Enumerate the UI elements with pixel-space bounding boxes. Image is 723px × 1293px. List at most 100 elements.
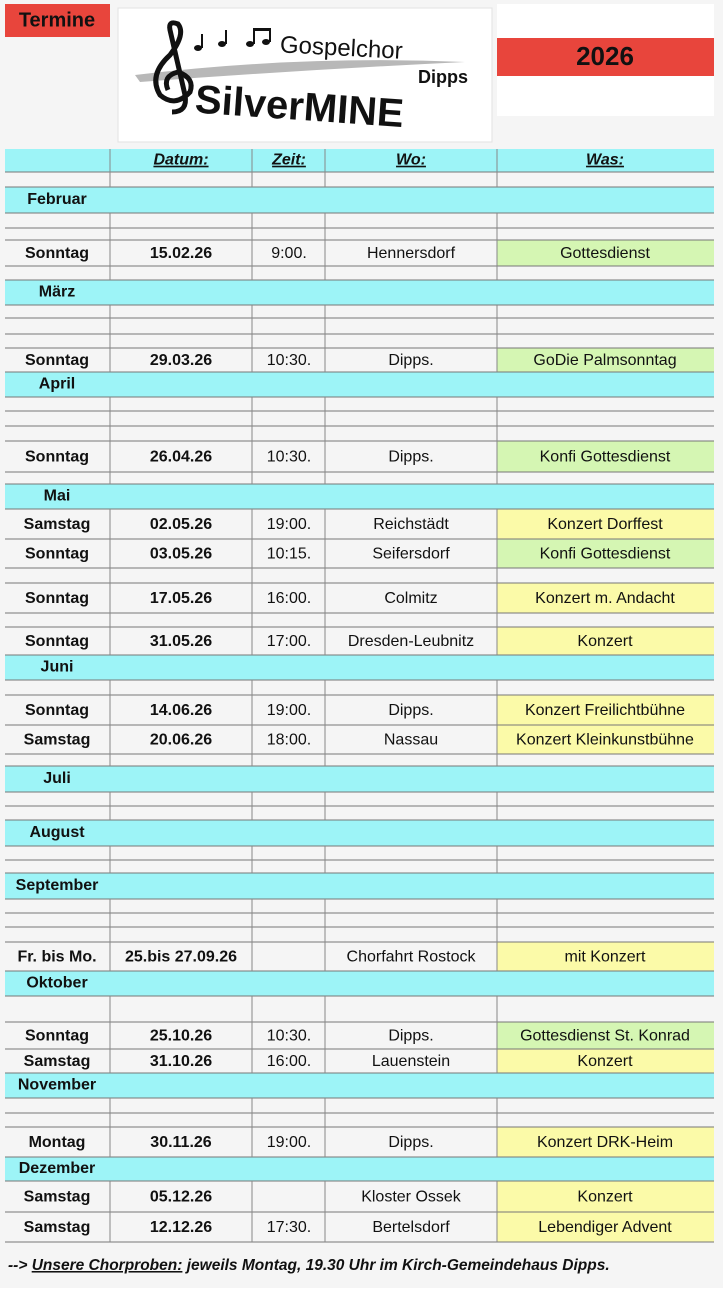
event-date: 31.10.26: [150, 1053, 212, 1070]
event-what: Gottesdienst: [560, 245, 650, 262]
event-time: 17:30.: [267, 1219, 311, 1236]
month-row: [5, 820, 714, 846]
event-place: Kloster Ossek: [361, 1189, 462, 1206]
month-row: [5, 372, 714, 397]
event-place: Seifersdorf: [372, 546, 450, 563]
event-day: Samstag: [24, 1189, 91, 1206]
event-what: Konzert DRK-Heim: [537, 1134, 673, 1151]
month: November: [18, 1077, 96, 1094]
event-day: Sonntag: [25, 590, 89, 607]
what-cell: [497, 539, 714, 568]
column-header: Zeit:: [271, 152, 306, 169]
event-place: Lauenstein: [372, 1053, 450, 1070]
header-row: [5, 149, 714, 172]
event-time: 19:00.: [267, 516, 311, 533]
event-date: 20.06.26: [150, 732, 212, 749]
event-what: Konzert: [577, 633, 633, 650]
event-date: 25.10.26: [150, 1028, 212, 1045]
column-header: Datum:: [153, 152, 208, 169]
month: Februar: [27, 191, 87, 208]
event-day: Montag: [29, 1134, 86, 1151]
event-place: Colmitz: [384, 590, 437, 607]
event-time: 17:00.: [267, 633, 311, 650]
what-cell: [497, 441, 714, 472]
label-box: [5, 4, 110, 37]
event-date: 12.12.26: [150, 1219, 212, 1236]
event-day: Samstag: [24, 1053, 91, 1070]
what-cell: [497, 1181, 714, 1212]
what-cell: [497, 1212, 714, 1242]
event-place: Dipps.: [388, 1028, 433, 1045]
event-day: Sonntag: [25, 352, 89, 369]
what-cell: [497, 627, 714, 655]
year-box: [497, 38, 714, 76]
event-what: Gottesdienst St. Konrad: [520, 1028, 690, 1045]
month-row: [5, 280, 714, 305]
label: Termine: [19, 9, 95, 31]
event-what: GoDie Palmsonntag: [533, 352, 676, 369]
footer: --> Unsere Chorproben: jeweils Montag, 1…: [8, 1257, 610, 1274]
event-what: Lebendiger Advent: [538, 1219, 672, 1236]
month: August: [29, 824, 85, 841]
event-day: Sonntag: [25, 449, 89, 466]
month-row: [5, 484, 714, 509]
event-day: Samstag: [24, 732, 91, 749]
event-what: Konzert: [577, 1053, 633, 1070]
event-day: Sonntag: [25, 1028, 89, 1045]
event-place: Chorfahrt Rostock: [347, 949, 477, 966]
event-day: Sonntag: [25, 633, 89, 650]
event-date: 31.05.26: [150, 633, 212, 650]
event-time: 16:00.: [267, 1053, 311, 1070]
month: Dezember: [19, 1160, 95, 1177]
event-place: Dipps.: [388, 449, 433, 466]
month-row: [5, 1157, 714, 1181]
month-row: [5, 873, 714, 899]
event-time: 18:00.: [267, 732, 311, 749]
event-time: 10:15.: [267, 546, 311, 563]
footer-link: Unsere Chorproben:: [32, 1257, 183, 1274]
month: Juni: [41, 659, 74, 676]
event-time: 10:30.: [267, 1028, 311, 1045]
event-time: 10:30.: [267, 352, 311, 369]
event-date: 03.05.26: [150, 546, 212, 563]
event-day: Samstag: [24, 516, 91, 533]
what-cell: [497, 1049, 714, 1073]
event-date: 25.bis 27.09.26: [125, 949, 237, 966]
clef: [153, 20, 194, 115]
event-day: Sonntag: [25, 245, 89, 262]
event-place: Dipps.: [388, 1134, 433, 1151]
footer-prefix: -->: [8, 1257, 27, 1274]
event-date: 17.05.26: [150, 590, 212, 607]
logo: Gospelchor Dipps SilverMINE: [117, 7, 493, 143]
event-what: mit Konzert: [565, 949, 646, 966]
month-row: [5, 1073, 714, 1098]
event-place: Dresden-Leubnitz: [348, 633, 474, 650]
what-cell: [497, 942, 714, 971]
month-row: [5, 655, 714, 680]
event-place: Dipps.: [388, 702, 433, 719]
event-date: 14.06.26: [150, 702, 212, 719]
logo-top: Gospelchor: [279, 31, 403, 64]
event-day: Fr. bis Mo.: [17, 949, 96, 966]
logo-middle: Dipps: [418, 67, 468, 87]
event-day: Sonntag: [25, 546, 89, 563]
event-what: Konzert Kleinkunstbühne: [516, 732, 694, 749]
column-header: Wo:: [396, 152, 426, 169]
event-date: 05.12.26: [150, 1189, 212, 1206]
footer-text: jeweils Montag, 19.30 Uhr im Kirch-Gemei…: [185, 1257, 610, 1274]
what-cell: [497, 725, 714, 754]
event-what: Konfi Gottesdienst: [540, 546, 671, 563]
event-date: 30.11.26: [150, 1134, 212, 1151]
swoosh: [135, 60, 465, 82]
event-place: Nassau: [384, 732, 438, 749]
event-time: 19:00.: [267, 1134, 311, 1151]
event-time: 19:00.: [267, 702, 311, 719]
what-cell: [497, 1022, 714, 1049]
month: September: [16, 877, 99, 894]
what-cell: [497, 509, 714, 539]
event-time: 9:00.: [271, 245, 307, 262]
month-row: [5, 766, 714, 792]
event-what: Konzert: [577, 1189, 633, 1206]
event-date: 29.03.26: [150, 352, 212, 369]
month: März: [39, 284, 75, 301]
